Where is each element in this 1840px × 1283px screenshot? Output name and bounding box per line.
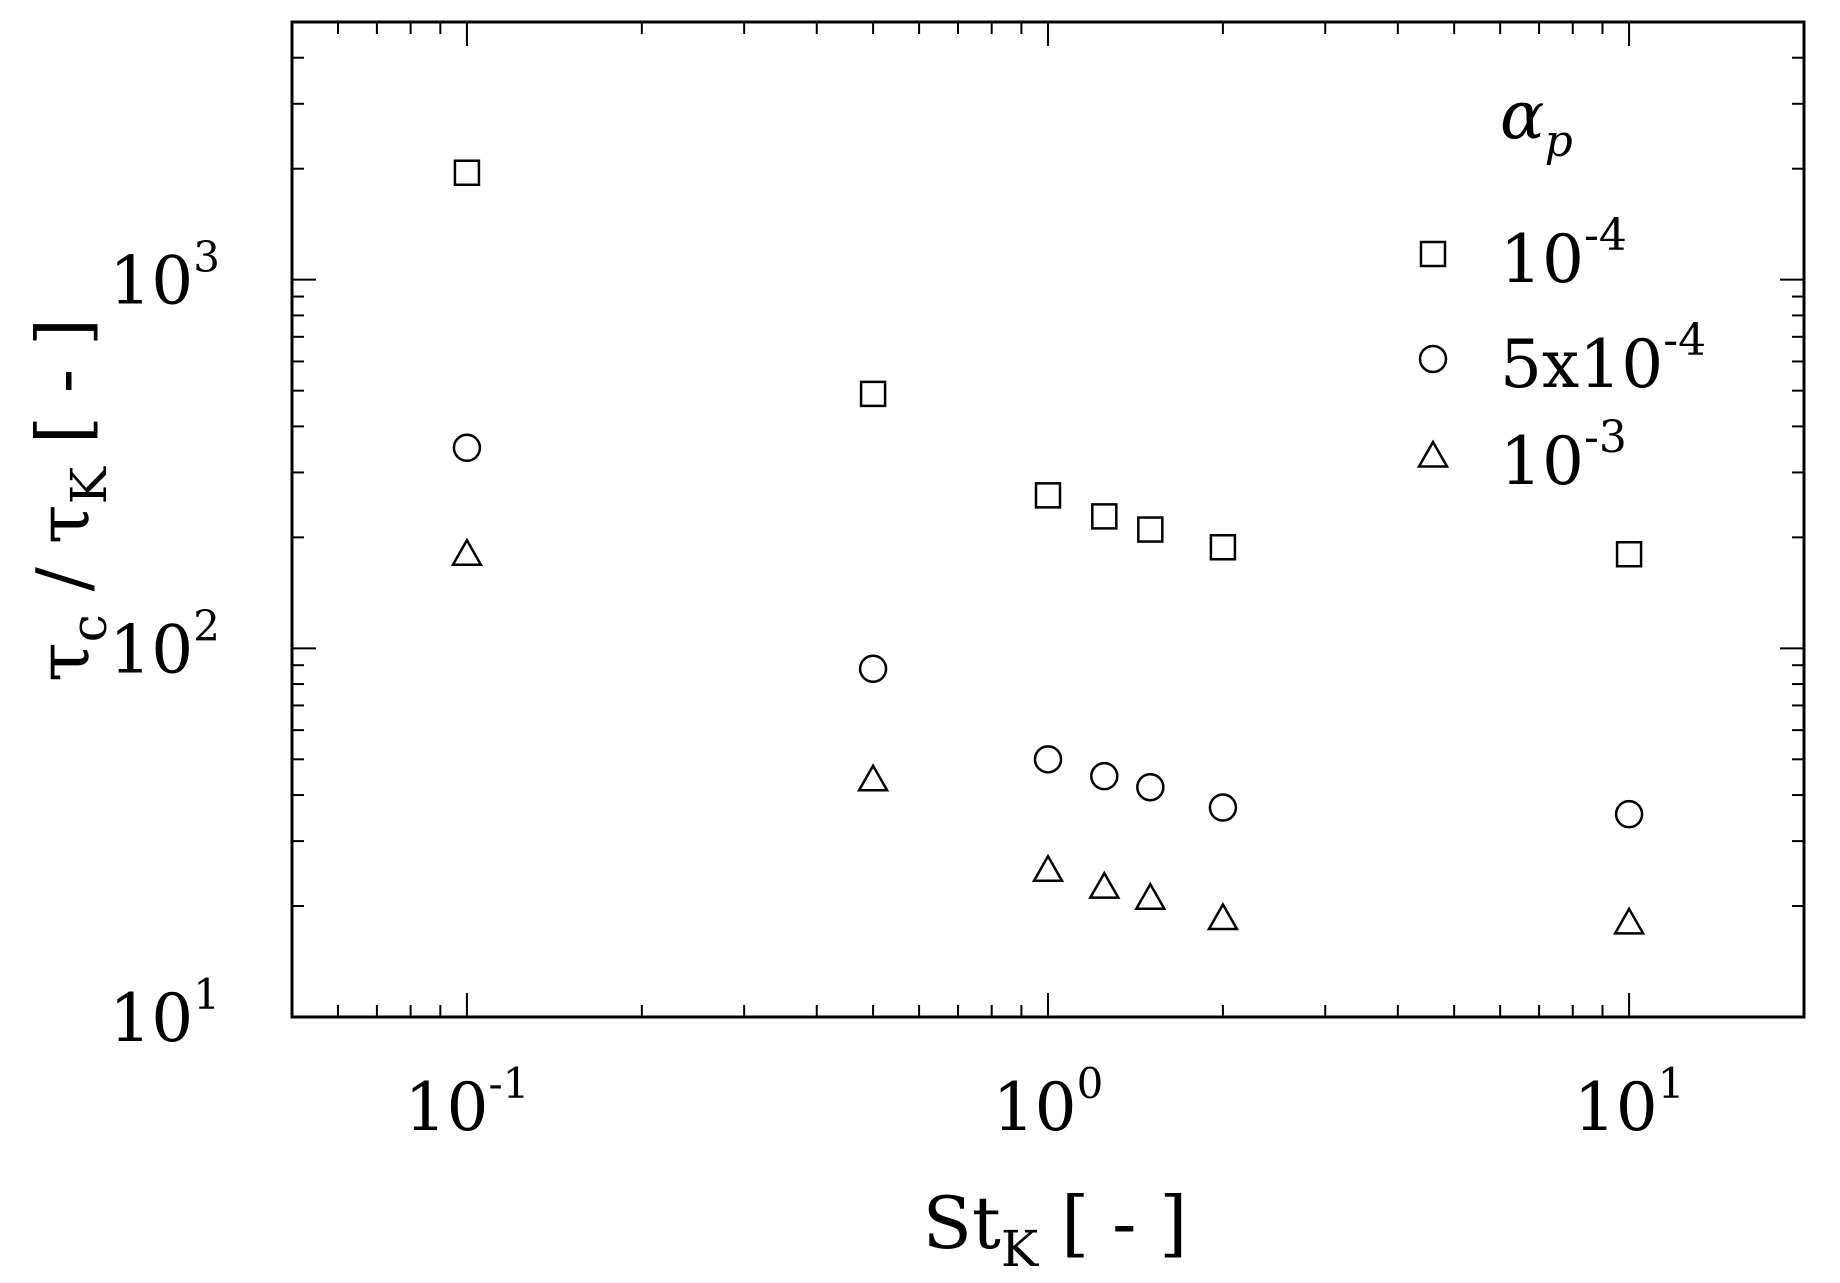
legend-label-base: 5x10 (1500, 326, 1663, 403)
y-axis-label-b-sub: K (60, 465, 118, 504)
legend-label-base: 10 (1500, 423, 1584, 500)
legend-label-exp: -3 (1584, 412, 1627, 463)
legend-label-base: 10 (1500, 221, 1584, 298)
y-tick-label-base: 10 (109, 980, 193, 1057)
x-tick-label-exp: -1 (488, 1059, 529, 1108)
legend-label: 10-4 (1500, 210, 1627, 298)
data-point-circle (1614, 799, 1644, 829)
y-axis-label-a: τ (21, 642, 105, 682)
x-tick-label-base: 10 (993, 1069, 1077, 1146)
data-point-circle (1208, 793, 1238, 822)
data-point-triangle (1134, 881, 1167, 910)
data-point-circle (1090, 761, 1119, 791)
y-tick-label-base: 10 (109, 611, 193, 688)
data-point-triangle (1031, 853, 1065, 883)
series-square (453, 159, 1643, 568)
data-point-square (453, 159, 481, 187)
y-tick-label-exp: 3 (193, 233, 220, 282)
x-tick-label: 10-1 (404, 1059, 529, 1146)
legend-title-main: α (1500, 77, 1545, 154)
data-point-circle (1033, 745, 1063, 774)
data-point-circle (858, 654, 888, 684)
y-tick-label: 103 (109, 233, 220, 320)
legend-title-sub: p (1545, 116, 1573, 167)
legend-marker-square (1419, 240, 1447, 268)
data-point-circle (452, 433, 482, 463)
y-tick-label-exp: 1 (193, 970, 220, 1019)
x-tick-label-base: 10 (1574, 1069, 1658, 1146)
data-point-square (1209, 534, 1237, 561)
x-axis-label-suffix: [ - ] (1038, 1181, 1187, 1265)
y-axis-label: τc / τK [ - ] (21, 318, 118, 682)
x-tick-label: 101 (1574, 1059, 1685, 1146)
y-tick-label: 101 (109, 970, 220, 1057)
data-point-triangle (856, 763, 890, 792)
x-axis-label-main: St (923, 1181, 1001, 1265)
y-axis-label-b: τ (21, 504, 105, 544)
legend-label: 10-3 (1500, 412, 1627, 500)
series-circle (452, 433, 1644, 829)
data-points (450, 159, 1646, 935)
legend-marker-triangle (1416, 439, 1450, 468)
series-triangle (450, 537, 1646, 935)
legend-title: αp (1500, 77, 1573, 167)
data-point-square (1034, 482, 1062, 509)
data-point-triangle (1206, 901, 1240, 931)
y-axis-label-sep: / (21, 544, 105, 614)
legend-label-exp: -4 (1584, 210, 1627, 261)
data-point-triangle (1088, 870, 1121, 899)
axis-ticks (291, 21, 1805, 1018)
y-tick-label: 102 (109, 601, 220, 688)
x-tick-label: 100 (993, 1059, 1104, 1146)
data-point-triangle (1612, 906, 1646, 935)
legend-label-exp: -4 (1663, 315, 1706, 366)
data-point-square (1091, 503, 1118, 530)
y-axis-label-suffix: [ - ] (21, 318, 105, 467)
legend-marker-circle (1418, 344, 1448, 374)
x-axis-label-sub: K (1001, 1220, 1040, 1278)
x-tick-label-exp: 0 (1077, 1059, 1104, 1108)
data-point-square (1137, 516, 1164, 543)
data-point-square (1615, 540, 1643, 568)
y-axis-label-a-sub: c (60, 614, 118, 642)
x-tick-label-exp: 1 (1658, 1059, 1685, 1108)
x-axis-label: StK [ - ] (923, 1181, 1188, 1278)
data-point-square (859, 380, 887, 408)
data-point-circle (1136, 772, 1165, 802)
legend-label: 5x10-4 (1500, 315, 1706, 403)
plot-frame (290, 20, 1806, 1019)
data-point-triangle (450, 537, 484, 566)
y-tick-label-exp: 2 (193, 601, 220, 650)
x-tick-label-base: 10 (404, 1069, 488, 1146)
y-tick-label-base: 10 (109, 243, 193, 320)
